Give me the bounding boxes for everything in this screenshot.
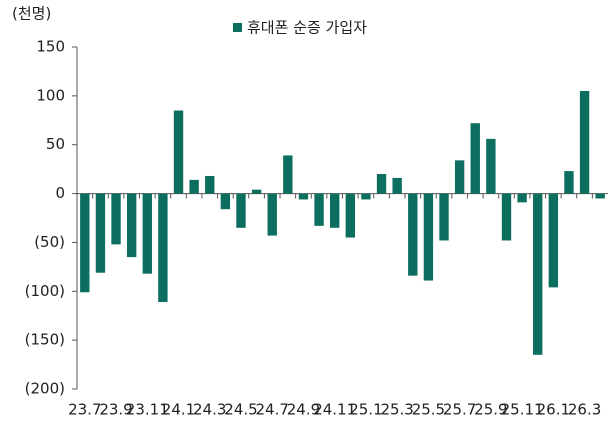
bar xyxy=(376,174,387,194)
y-tick-label: 100 xyxy=(36,86,65,104)
bar xyxy=(142,193,152,274)
x-tick-label: 23.7 xyxy=(68,401,101,419)
bar xyxy=(564,171,574,194)
bar xyxy=(111,193,121,245)
x-tick-label: 25.9 xyxy=(474,401,507,419)
x-tick-label: 23.9 xyxy=(99,401,132,419)
unit-label: (천명) xyxy=(12,5,51,23)
x-tick-label: 24.5 xyxy=(224,401,257,419)
x-tick-label: 23.11 xyxy=(126,401,169,419)
x-tick-label: 25.5 xyxy=(412,401,445,419)
bar xyxy=(251,189,262,194)
bar xyxy=(298,193,309,200)
bar xyxy=(314,193,324,226)
bar xyxy=(439,193,449,241)
bar xyxy=(158,193,168,303)
bar xyxy=(501,193,512,241)
legend-label: 휴대폰 순증 가입자 xyxy=(247,19,367,37)
x-tick-label: 24.9 xyxy=(287,401,320,419)
bar xyxy=(517,193,527,203)
bar xyxy=(423,193,434,281)
x-tick-label: 24.1 xyxy=(162,401,195,419)
bar xyxy=(533,193,543,355)
bar xyxy=(454,160,465,194)
y-tick-label: (200) xyxy=(25,380,65,398)
bar xyxy=(236,193,246,228)
bar xyxy=(548,193,559,288)
y-tick-label: 50 xyxy=(46,135,65,153)
bar xyxy=(205,175,215,194)
y-tick-label: 0 xyxy=(55,184,65,202)
legend-swatch xyxy=(233,23,242,32)
x-tick-label: 24.3 xyxy=(193,401,226,419)
bar xyxy=(95,193,106,273)
bar xyxy=(173,110,184,194)
bar xyxy=(345,193,355,238)
bar xyxy=(189,179,199,194)
x-tick-label: 26.1 xyxy=(537,401,570,419)
bar xyxy=(595,193,605,199)
y-tick-label: (150) xyxy=(25,331,65,349)
bar xyxy=(361,193,371,200)
bar xyxy=(220,193,231,210)
y-tick-label: (100) xyxy=(25,282,65,300)
x-tick-label: 26.3 xyxy=(568,401,601,419)
bar xyxy=(470,123,480,194)
x-tick-label: 25.1 xyxy=(349,401,382,419)
x-tick-label: 25.3 xyxy=(380,401,413,419)
bar xyxy=(330,193,340,228)
bar xyxy=(126,193,137,258)
x-tick-label: 24.11 xyxy=(313,401,356,419)
bar xyxy=(283,155,293,194)
x-tick-label: 25.11 xyxy=(501,401,544,419)
x-tick-label: 24.7 xyxy=(256,401,289,419)
bar xyxy=(408,193,418,276)
bar xyxy=(486,138,496,194)
bar xyxy=(579,90,590,194)
bar xyxy=(392,177,402,194)
x-tick-label: 25.7 xyxy=(443,401,476,419)
bar xyxy=(267,193,277,236)
y-tick-label: 150 xyxy=(36,38,65,56)
y-tick-label: (50) xyxy=(34,233,65,251)
bar xyxy=(80,193,90,293)
